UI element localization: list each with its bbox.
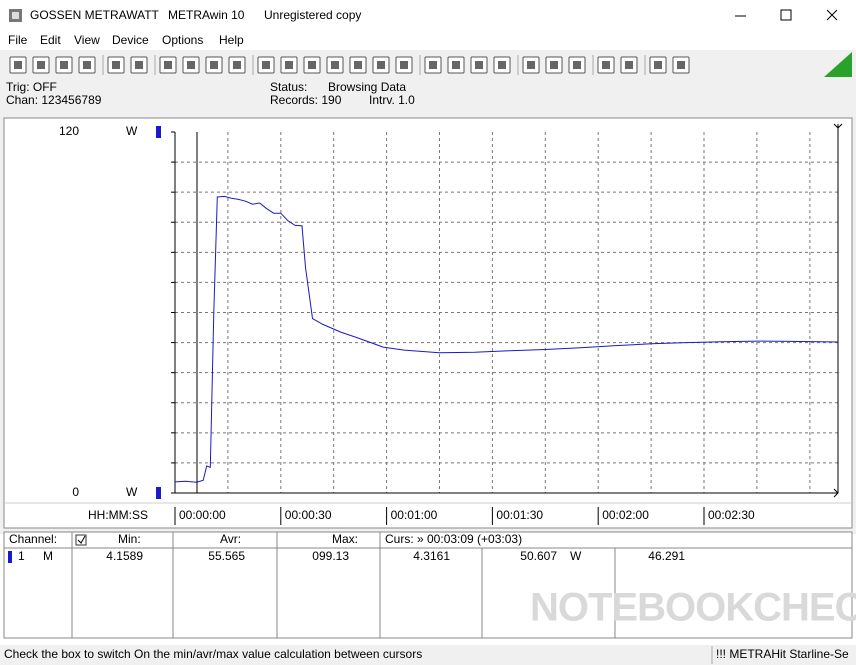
records: Records: 190: [270, 93, 342, 107]
axis-arrow: [833, 488, 839, 498]
channel-marker: [156, 126, 161, 138]
toolbar-glyph: [625, 61, 633, 69]
toolbar-glyph: [233, 61, 241, 69]
toolbar-glyph: [654, 61, 662, 69]
toolbar-glyph: [602, 61, 610, 69]
toolbar-glyph: [210, 61, 218, 69]
license-title: Unregistered copy: [264, 8, 361, 22]
toolbar-glyph: [285, 61, 293, 69]
toolbar-glyph: [475, 61, 483, 69]
x-tick-label: 00:01:30: [496, 508, 543, 522]
toolbar-glyph: [135, 61, 143, 69]
status-device: !!! METRAHit Starline-Se: [716, 647, 849, 661]
data-line: [174, 195, 839, 483]
maximize-button[interactable]: [780, 9, 792, 21]
toolbar-glyph: [573, 61, 581, 69]
status-bar: [0, 645, 856, 665]
header-channel: Channel:: [9, 532, 57, 546]
toolbar-glyph: [527, 61, 535, 69]
chart-panel: [3, 117, 853, 529]
row-mode: M: [43, 549, 53, 563]
toolbar-glyph: [83, 61, 91, 69]
toolbar-glyph: [308, 61, 316, 69]
interval: Intrv. 1.0: [369, 93, 415, 107]
status-value: Browsing Data: [328, 80, 406, 94]
x-axis-label: HH:MM:SS: [88, 508, 148, 522]
toolbar-glyph: [187, 61, 195, 69]
row-cursor3: 46.291: [648, 549, 685, 563]
toolbar-glyph: [262, 61, 270, 69]
channel-color: [8, 551, 12, 563]
x-tick-label: 00:02:00: [602, 508, 649, 522]
channel-marker: [156, 487, 161, 499]
row-cursor1: 4.3161: [413, 549, 450, 563]
toolbar-glyph: [677, 61, 685, 69]
app-icon-inner: [12, 12, 19, 19]
stats-table: [3, 531, 853, 639]
toolbar-glyph: [37, 61, 45, 69]
status-indicator: [824, 52, 852, 77]
toolbar-glyph: [452, 61, 460, 69]
header-avr: Avr:: [220, 532, 241, 546]
app-title: GOSSEN METRAWATT: [30, 8, 160, 22]
y-unit: W: [126, 124, 138, 138]
row-cursor2: 50.607: [520, 549, 557, 563]
menu-item[interactable]: Device: [112, 33, 149, 47]
y-tick-label: 120: [59, 124, 79, 138]
status-label: Status:: [270, 80, 307, 94]
menu-item[interactable]: Edit: [40, 33, 61, 47]
toolbar-glyph: [498, 61, 506, 69]
toolbar-glyph: [550, 61, 558, 69]
toolbar-glyph: [354, 61, 362, 69]
y-tick-label: 0: [72, 485, 79, 499]
product-title: METRAwin 10: [168, 8, 245, 22]
table-columns: [71, 532, 616, 638]
toolbar-glyph: [429, 61, 437, 69]
menu-item[interactable]: Options: [162, 33, 203, 47]
row-avr: 55.565: [208, 549, 245, 563]
toolbar-glyph: [164, 61, 172, 69]
row-max: 099.13: [312, 549, 349, 563]
header-max: Max:: [332, 532, 358, 546]
x-tick-label: 00:00:00: [179, 508, 226, 522]
toolbar-glyph: [400, 61, 408, 69]
trigger: Trig: OFF: [6, 80, 57, 94]
toolbar-glyph: [112, 61, 120, 69]
toolbar-glyph: [377, 61, 385, 69]
row-min: 4.1589: [106, 549, 143, 563]
toolbar-glyph: [60, 61, 68, 69]
header-cursor: Curs: » 00:03:09 (+03:03): [385, 532, 522, 546]
row-channel: 1: [18, 549, 25, 563]
close-button[interactable]: [826, 9, 838, 21]
toolbar-glyph: [14, 61, 22, 69]
toolbar-glyph: [331, 61, 339, 69]
header-min: Min:: [118, 532, 141, 546]
menu-item[interactable]: View: [74, 33, 100, 47]
x-tick-label: 00:02:30: [708, 508, 755, 522]
info-panel: [0, 80, 856, 114]
checkmark: [77, 535, 86, 544]
watermark: NOTEBOOKCHECK: [530, 586, 856, 630]
menu-item[interactable]: Help: [219, 33, 244, 47]
status-hint: Check the box to switch On the min/avr/m…: [4, 647, 422, 661]
title-bar: [0, 0, 856, 32]
channels: Chan: 123456789: [6, 93, 102, 107]
row-unit: W: [570, 549, 582, 563]
x-tick-label: 00:00:30: [285, 508, 332, 522]
x-tick-label: 00:01:00: [391, 508, 438, 522]
menu-item[interactable]: File: [8, 33, 28, 47]
y-unit: W: [126, 485, 138, 499]
calc-checkbox[interactable]: [75, 534, 87, 546]
axis-arrow: [833, 123, 843, 129]
